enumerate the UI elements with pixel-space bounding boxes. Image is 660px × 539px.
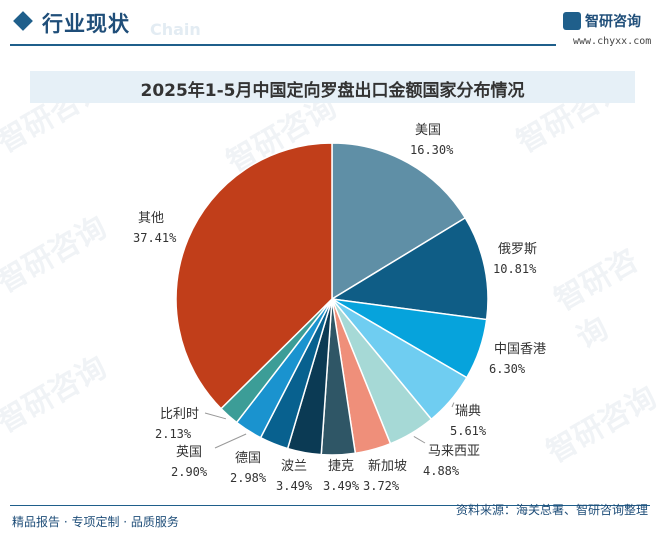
slice-label: 中国香港 <box>494 342 546 357</box>
slice-label: 英国 <box>176 445 202 460</box>
slice-label: 新加坡 <box>368 458 407 474</box>
pie-slices <box>175 142 489 456</box>
slice-value: 2.13% <box>155 427 192 441</box>
chart-title: 2025年1-5月中国定向罗盘出口金额国家分布情况 <box>140 81 525 101</box>
leader-lines <box>204 402 455 449</box>
leader-line <box>413 436 426 444</box>
pie-slice <box>331 142 467 301</box>
footer-divider <box>10 505 650 506</box>
slice-label: 捷克 <box>328 459 354 474</box>
leader-line <box>204 412 227 420</box>
slice-value: 3.49% <box>276 479 313 493</box>
logo-icon <box>563 12 581 30</box>
slice-value: 4.88% <box>423 464 460 478</box>
leader-line <box>451 402 455 408</box>
slice-label: 德国 <box>235 451 261 466</box>
slice-label: 美国 <box>415 123 441 138</box>
slice-label: 比利时 <box>160 407 199 422</box>
slice-value: 16.30% <box>410 143 454 157</box>
slice-labels: 美国 16.30% 俄罗斯 10.81% 中国香港 6.30% 瑞典 5.61% 马来西亚 4.8… <box>133 123 546 493</box>
footer-source: 资料来源：海关总署、智研咨询整理 <box>455 503 648 517</box>
slice-value: 37.41% <box>133 231 177 245</box>
slice-value: 2.98% <box>230 471 267 485</box>
slice-label: 波兰 <box>281 459 307 474</box>
logo-url: www.chyxx.com <box>573 36 652 47</box>
slice-value: 10.81% <box>493 262 537 276</box>
ghost-text: Chain <box>150 20 201 39</box>
slice-label: 马来西亚 <box>428 444 480 459</box>
slice-value: 3.72% <box>363 479 400 493</box>
leader-line <box>214 433 247 449</box>
section-title: 行业现状 <box>42 12 130 36</box>
header-divider <box>10 44 556 46</box>
slice-value: 3.49% <box>323 479 360 493</box>
slice-value: 6.30% <box>489 362 526 376</box>
slice-value: 5.61% <box>450 424 487 438</box>
footer-slogan: 精品报告 · 专项定制 · 品质服务 <box>12 515 179 529</box>
header: 行业现状 Chain 智研咨询 www.chyxx.com <box>0 0 660 50</box>
pie-slice <box>175 142 333 410</box>
brand-logo: 智研咨询 www.chyxx.com <box>563 10 655 50</box>
slice-label: 其他 <box>138 211 164 226</box>
pie-slice <box>329 216 489 321</box>
slice-label: 俄罗斯 <box>498 242 537 257</box>
slice-label: 瑞典 <box>455 404 481 419</box>
chart-title-bar: 2025年1-5月中国定向罗盘出口金额国家分布情况 <box>30 71 635 103</box>
logo-name: 智研咨询 <box>585 14 641 30</box>
slice-value: 2.90% <box>171 465 208 479</box>
